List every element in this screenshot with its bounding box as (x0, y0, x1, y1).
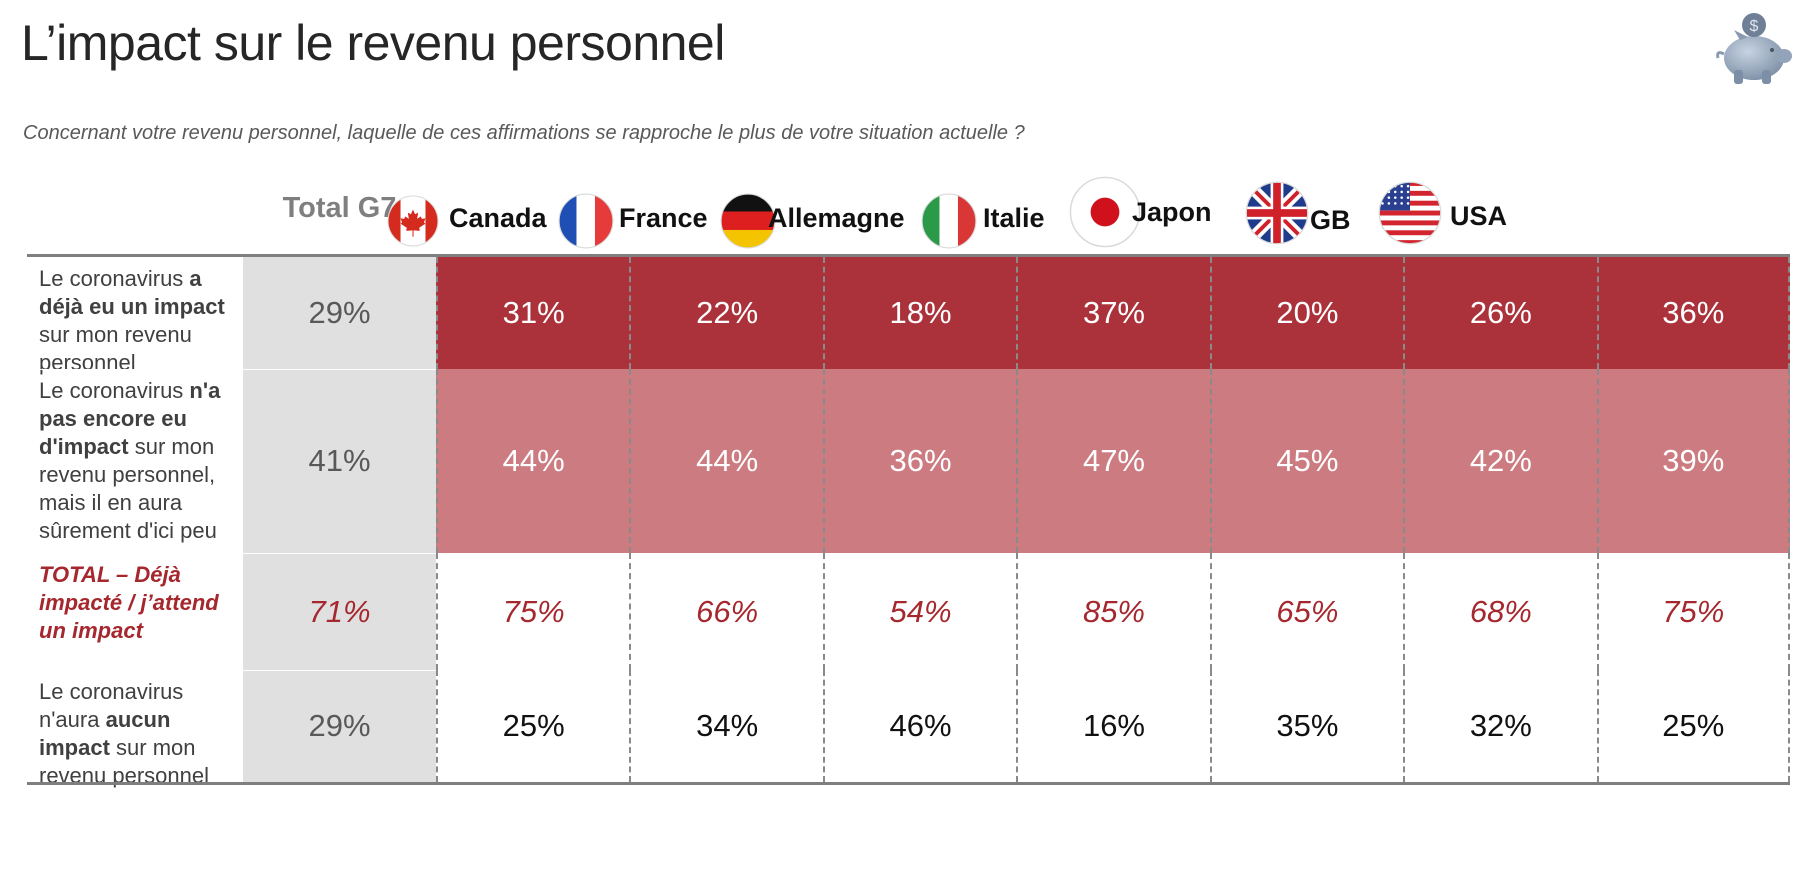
value-gb: 68% (1403, 553, 1596, 670)
svg-text:$: $ (1750, 18, 1759, 35)
row-no-impact: Le coronavirus n'aura aucun impact sur m… (27, 670, 1790, 788)
question-subtitle: Concernant votre revenu personnel, laque… (23, 122, 1025, 144)
japan-flag-icon (1069, 176, 1141, 248)
value-italie: 37% (1016, 257, 1209, 369)
row-label-segment: Le coronavirus (39, 378, 190, 403)
country-header-usa: USA (1450, 201, 1508, 231)
row-label-segment: TOTAL – Déjà impacté / j’attend un impac… (39, 562, 219, 643)
row-already-impacted: Le coronavirus a déjà eu un impact sur m… (27, 257, 1790, 375)
usa-flag-icon (1378, 181, 1442, 245)
value-usa: 39% (1596, 369, 1790, 553)
total-g7-value: 71% (243, 553, 436, 670)
value-japon: 65% (1209, 553, 1403, 670)
piggy-bank-icon: $ (1716, 13, 1792, 84)
header-row: Total G7 Canada France Allemagne Italie Japo… (27, 168, 1790, 254)
value-canada: 44% (436, 369, 629, 553)
value-canada: 31% (436, 257, 629, 369)
value-usa: 75% (1596, 553, 1790, 670)
row-label-segment: sur mon revenu personnel (39, 322, 192, 375)
row-label: Le coronavirus n'aura aucun impact sur m… (27, 670, 243, 788)
page-title: L’impact sur le revenu personnel (21, 15, 725, 71)
value-france: 44% (629, 369, 822, 553)
row-separator (27, 670, 436, 671)
row-separator (27, 369, 436, 370)
country-header-canada: Canada (449, 203, 547, 233)
country-values: 31% 22% 18% 37% 20% 26% 36% (436, 257, 1790, 369)
row-label-segment: sur mon revenu personnel, mais il en aur… (39, 434, 217, 543)
row-label-segment: Le coronavirus (39, 266, 190, 291)
value-allemagne: 46% (822, 670, 1016, 782)
row-total-impacted: TOTAL – Déjà impacté / j’attend un impac… (27, 553, 1790, 670)
value-france: 66% (629, 553, 822, 670)
total-g7-value: 41% (243, 369, 436, 553)
value-canada: 25% (436, 670, 629, 782)
value-france: 34% (629, 670, 822, 782)
italy-flag-icon (921, 193, 977, 249)
value-allemagne: 36% (822, 369, 1016, 553)
row-separator (27, 553, 436, 554)
value-allemagne: 18% (822, 257, 1016, 369)
value-usa: 25% (1596, 670, 1790, 782)
country-header-japon: Japon (1132, 197, 1212, 227)
country-header-italie: Italie (983, 203, 1045, 233)
row-label-segment: a déjà eu un impact (39, 266, 225, 319)
france-flag-icon (558, 193, 614, 249)
value-japon: 20% (1209, 257, 1403, 369)
value-gb: 32% (1403, 670, 1596, 782)
country-values: 44% 44% 36% 47% 45% 42% 39% (436, 369, 1790, 553)
uk-flag-icon (1245, 181, 1309, 245)
value-japon: 35% (1209, 670, 1403, 782)
value-italie: 85% (1016, 553, 1209, 670)
bottom-rule (27, 782, 1790, 785)
country-values: 75% 66% 54% 85% 65% 68% 75% (436, 553, 1790, 670)
value-japon: 45% (1209, 369, 1403, 553)
value-gb: 26% (1403, 257, 1596, 369)
value-italie: 47% (1016, 369, 1209, 553)
country-values: 25% 34% 46% 16% 35% 32% 25% (436, 670, 1790, 782)
value-gb: 42% (1403, 369, 1596, 553)
value-allemagne: 54% (822, 553, 1016, 670)
row-not-yet-impacted: Le coronavirus n'a pas encore eu d'impac… (27, 369, 1790, 553)
canada-flag-icon (387, 195, 439, 247)
total-g7-value: 29% (243, 670, 436, 782)
row-label: TOTAL – Déjà impacté / j’attend un impac… (27, 553, 243, 670)
germany-flag-icon (720, 193, 776, 249)
row-label-segment: aucun impact (39, 707, 171, 760)
value-usa: 36% (1596, 257, 1790, 369)
row-label: Le coronavirus n'a pas encore eu d'impac… (27, 369, 243, 553)
country-header-allemagne: Allemagne (768, 203, 905, 233)
row-label-segment: Le coronavirus n'aura (39, 679, 184, 732)
total-g7-header: Total G7 (282, 192, 397, 224)
value-italie: 16% (1016, 670, 1209, 782)
row-label: Le coronavirus a déjà eu un impact sur m… (27, 257, 243, 375)
row-label-segment: n'a pas encore eu d'impact (39, 378, 221, 459)
country-header-gb: GB (1310, 205, 1351, 235)
header-rule (27, 254, 1790, 257)
value-france: 22% (629, 257, 822, 369)
country-header-france: France (619, 203, 708, 233)
total-g7-value: 29% (243, 257, 436, 369)
results-table: Total G7 Canada France Allemagne Italie Japo… (27, 168, 1790, 788)
value-canada: 75% (436, 553, 629, 670)
